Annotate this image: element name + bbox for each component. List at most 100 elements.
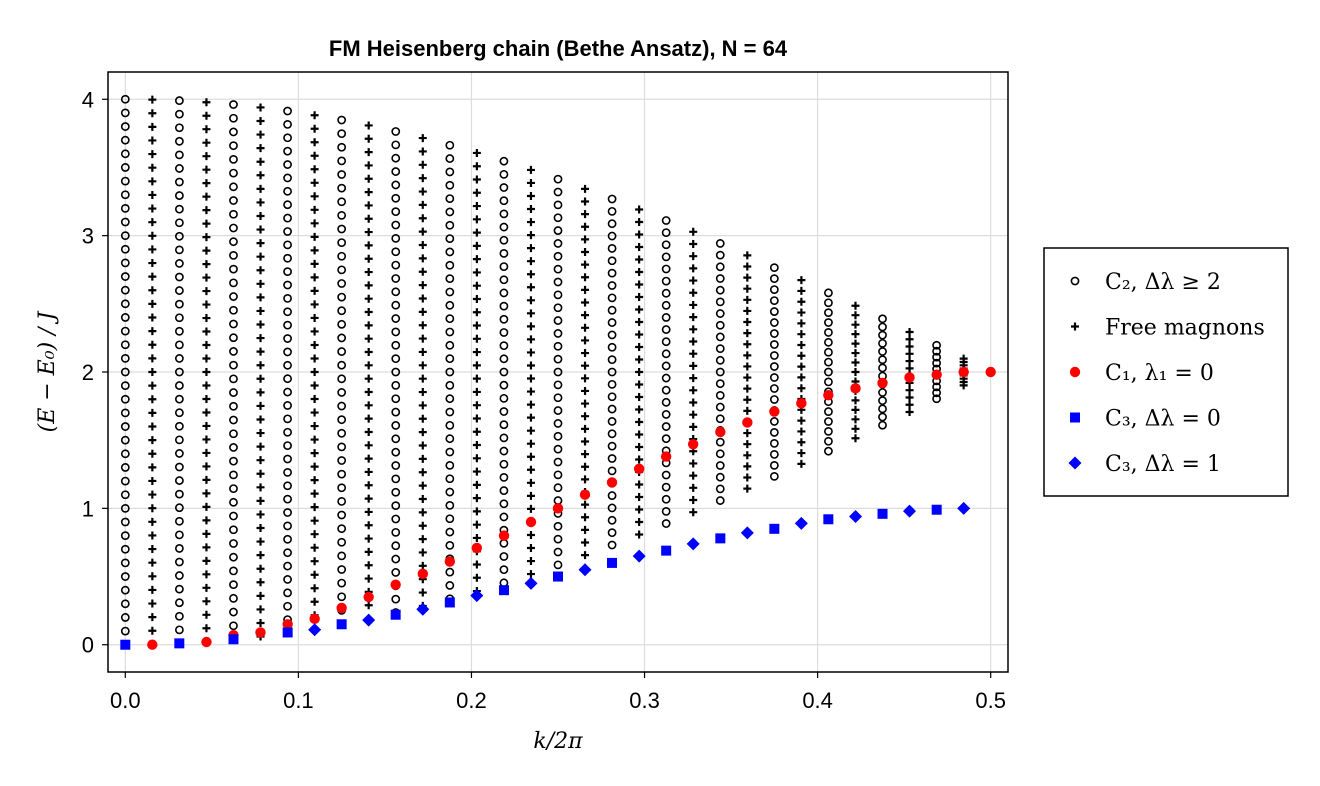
free-magnon-point xyxy=(364,534,373,543)
free-magnon-point xyxy=(364,441,373,450)
free-magnon-point xyxy=(526,544,535,553)
continuum-point xyxy=(661,288,671,298)
free-magnon-point xyxy=(851,358,860,367)
free-magnon-point xyxy=(418,267,427,276)
free-magnon-point xyxy=(905,357,914,366)
free-magnon-point xyxy=(148,177,157,186)
c3-dl0-point xyxy=(444,597,455,608)
free-magnon-point xyxy=(581,222,590,231)
free-magnon-point xyxy=(148,313,157,322)
continuum-point xyxy=(337,115,347,125)
continuum-point xyxy=(391,568,401,577)
free-magnon-point xyxy=(526,374,535,383)
continuum-point xyxy=(120,135,130,145)
free-magnon-point xyxy=(472,241,481,250)
continuum-point xyxy=(661,337,671,347)
free-magnon-point xyxy=(472,294,481,303)
continuum-point xyxy=(553,251,563,261)
free-magnon-point xyxy=(472,255,481,264)
continuum-point xyxy=(337,347,347,356)
continuum-point xyxy=(824,308,833,318)
free-magnon-point xyxy=(418,294,427,303)
continuum-point xyxy=(174,394,184,404)
continuum-point xyxy=(229,415,238,425)
free-magnon-point xyxy=(148,150,157,159)
free-magnon-point xyxy=(202,152,211,161)
free-magnon-point xyxy=(148,490,157,499)
free-magnon-point xyxy=(635,305,644,314)
continuum-point xyxy=(553,264,563,274)
continuum-point xyxy=(229,209,238,219)
continuum-point xyxy=(174,516,184,526)
continuum-point xyxy=(337,551,347,561)
continuum-point xyxy=(229,182,238,192)
free-magnon-point xyxy=(364,494,373,503)
continuum-point xyxy=(391,474,401,484)
continuum-point xyxy=(445,514,455,524)
continuum-point xyxy=(715,472,725,482)
free-magnon-point xyxy=(364,361,373,370)
continuum-point xyxy=(769,373,779,382)
continuum-point xyxy=(283,588,292,598)
free-magnon-point xyxy=(364,241,373,250)
free-magnon-point xyxy=(689,483,698,492)
continuum-point xyxy=(229,470,238,480)
continuum-point xyxy=(283,347,292,357)
y-tick-label: 4 xyxy=(82,87,94,112)
continuum-point xyxy=(174,191,184,200)
free-magnon-point xyxy=(851,330,860,339)
free-magnon-point xyxy=(797,427,806,436)
continuum-point xyxy=(391,327,401,337)
free-magnon-point xyxy=(797,362,806,371)
continuum-point xyxy=(553,393,563,403)
continuum-point xyxy=(391,233,401,243)
free-magnon-point xyxy=(418,588,427,597)
free-magnon-point xyxy=(310,327,319,336)
continuum-point xyxy=(499,433,509,443)
free-magnon-point xyxy=(202,448,211,457)
free-magnon-point xyxy=(310,462,319,471)
c3-dl0-point xyxy=(823,514,834,525)
c1-point xyxy=(931,369,942,380)
continuum-point xyxy=(499,314,509,324)
continuum-point xyxy=(120,94,130,104)
free-magnon-point xyxy=(851,368,860,376)
c1-point xyxy=(715,426,726,438)
free-magnon-point xyxy=(310,584,319,593)
free-magnon-point xyxy=(526,465,535,474)
c1-point xyxy=(633,463,645,475)
continuum-point xyxy=(337,197,347,207)
free-magnon-point xyxy=(148,340,157,349)
continuum-point xyxy=(283,146,292,156)
continuum-point xyxy=(283,267,292,277)
free-magnon-point xyxy=(256,510,265,519)
continuum-point xyxy=(661,422,671,431)
continuum-point xyxy=(661,252,671,262)
free-magnon-point xyxy=(202,233,211,242)
continuum-point xyxy=(229,251,238,260)
free-magnon-point xyxy=(635,405,644,414)
free-magnon-point xyxy=(581,450,590,459)
continuum-point xyxy=(715,344,725,354)
continuum-point xyxy=(607,194,617,204)
continuum-point xyxy=(824,337,833,347)
free-magnon-point xyxy=(310,300,319,309)
free-magnon-point xyxy=(310,205,319,214)
free-magnon-point xyxy=(202,179,211,188)
continuum-point xyxy=(445,527,455,537)
free-magnon-point xyxy=(418,321,427,330)
continuum-point xyxy=(607,330,617,340)
free-magnon-point xyxy=(797,308,806,317)
free-magnon-point xyxy=(310,246,319,255)
free-magnon-point xyxy=(743,329,752,338)
continuum-point xyxy=(499,249,509,258)
continuum-point xyxy=(607,244,617,253)
free-magnon-point xyxy=(310,286,319,295)
continuum-point xyxy=(445,140,455,150)
continuum-point xyxy=(391,247,401,257)
free-magnon-point xyxy=(526,361,535,370)
free-magnon-point xyxy=(202,597,211,606)
free-magnon-point xyxy=(310,557,319,566)
continuum-point xyxy=(769,351,779,360)
continuum-point xyxy=(769,460,779,470)
